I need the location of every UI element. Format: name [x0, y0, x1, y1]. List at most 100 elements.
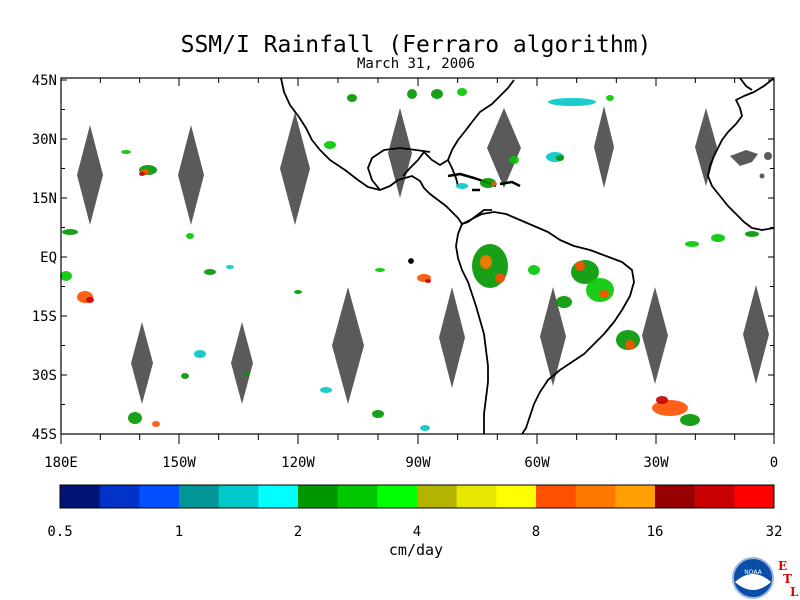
rain-cell: [320, 387, 332, 393]
etl-letter-e: E: [778, 559, 787, 573]
rain-cell: [60, 271, 72, 281]
rain-cell: [86, 297, 94, 303]
rain-cell: [556, 296, 572, 308]
colorbar-ticks: 0.5 1 2 4 8 16 32: [47, 524, 782, 540]
lon-axis: 180E 150W 120W 90W 60W 30W 0: [44, 78, 778, 471]
rain-cell: [152, 421, 160, 427]
rain-cell: [457, 88, 467, 96]
lon-label: 30W: [643, 455, 669, 471]
colorbar-tick-label: 4: [413, 524, 421, 540]
no-data-patches: [730, 150, 772, 179]
colorbar-tick-label: 16: [647, 524, 664, 540]
rain-cell: [680, 414, 700, 426]
rain-cell: [711, 234, 725, 242]
rain-cell: [372, 410, 384, 418]
colorbar-tick-label: 8: [532, 524, 540, 540]
swath-gap-diamond: [642, 287, 668, 384]
rain-cell: [243, 372, 249, 376]
rainfall-cells: [60, 88, 759, 431]
swath-gap-diamond: [743, 285, 769, 384]
colorbar-swatch: [655, 485, 695, 508]
rain-cell: [431, 89, 443, 99]
lon-label: 90W: [405, 455, 431, 471]
rain-cell: [480, 255, 492, 269]
rain-cell: [347, 94, 357, 102]
rain-cell: [324, 141, 336, 149]
colorbar-swatch: [99, 485, 140, 508]
map-area: [60, 77, 775, 435]
noaa-logo: NOAA: [732, 557, 774, 599]
colorbar-frame: [59, 484, 775, 509]
colorbar-swatch: [60, 485, 100, 508]
lon-label: 60W: [524, 455, 550, 471]
swath-gap-diamond: [388, 108, 412, 198]
colorbar-swatch: [456, 485, 497, 508]
colorbar-tick-label: 32: [766, 524, 783, 540]
rain-cell: [599, 290, 609, 298]
lat-label: 15S: [32, 309, 57, 325]
colorbar-swatch: [417, 485, 457, 508]
rain-cell: [420, 425, 430, 431]
rain-cell: [62, 229, 78, 235]
colorbar-tick-label: 2: [294, 524, 302, 540]
europe-coast: [713, 77, 775, 157]
rain-cell: [586, 278, 614, 302]
rain-cell: [548, 98, 596, 106]
colorbar-swatch: [218, 485, 259, 508]
rain-cell: [204, 269, 216, 275]
colorbar-swatch: [734, 485, 775, 508]
africa-coast: [707, 155, 775, 231]
swath-gap-diamond: [131, 322, 153, 404]
colorbar-swatch: [496, 485, 537, 508]
rain-cell: [121, 150, 131, 154]
swath-gap-diamond: [77, 125, 103, 225]
rain-cell: [606, 95, 614, 101]
florida-coast: [447, 159, 459, 187]
lon-label: 0: [770, 455, 778, 471]
rain-cell: [625, 340, 635, 350]
colorbar-swatch: [139, 485, 180, 508]
rain-cell: [425, 279, 431, 283]
lat-label: 45S: [32, 427, 57, 443]
colorbar-swatch: [179, 485, 219, 508]
noaa-logo-bird: [735, 574, 771, 590]
rain-cell: [139, 172, 145, 176]
rain-cell: [528, 265, 540, 275]
lat-label: EQ: [40, 250, 57, 266]
etl-letter-t: T: [783, 572, 792, 586]
hispaniola-island: [499, 180, 521, 188]
rain-cell: [685, 241, 699, 247]
rain-cell: [656, 396, 668, 404]
colorbar-swatch: [337, 485, 378, 508]
colorbar-swatch: [298, 485, 338, 508]
rain-cell: [181, 373, 189, 379]
lat-axis: 45N 30N 15N EQ 15S 30S 45S: [32, 73, 774, 443]
map-title: SSM/I Rainfall (Ferraro algorithm): [181, 32, 652, 58]
lon-label: 180E: [44, 455, 78, 471]
etl-letter-l: L: [790, 585, 799, 599]
etl-logo: E T L: [778, 559, 799, 599]
swath-gap-diamond: [594, 106, 614, 188]
colorbar-swatch: [694, 485, 735, 508]
rain-cell: [186, 233, 194, 239]
no-data-swath-gaps: [77, 106, 769, 404]
gulf-coast: [367, 147, 431, 191]
rain-cell: [480, 178, 496, 188]
island-dot: [408, 258, 414, 264]
rain-cell: [226, 265, 234, 269]
south-america-coast: [455, 211, 635, 435]
colorbar-swatch: [258, 485, 299, 508]
rain-cell: [456, 183, 468, 189]
lat-label: 15N: [32, 191, 57, 207]
rain-cell: [556, 155, 564, 161]
swath-gap-diamond: [695, 108, 717, 186]
map-background: [61, 78, 774, 434]
swath-gap-diamond: [280, 112, 310, 225]
colorbar-swatch: [536, 485, 576, 508]
swath-gap-diamond: [231, 322, 253, 404]
rain-cell: [407, 89, 417, 99]
colorbar-swatch: [575, 485, 616, 508]
rain-cell: [375, 268, 385, 272]
north-america-coast: [280, 77, 515, 225]
